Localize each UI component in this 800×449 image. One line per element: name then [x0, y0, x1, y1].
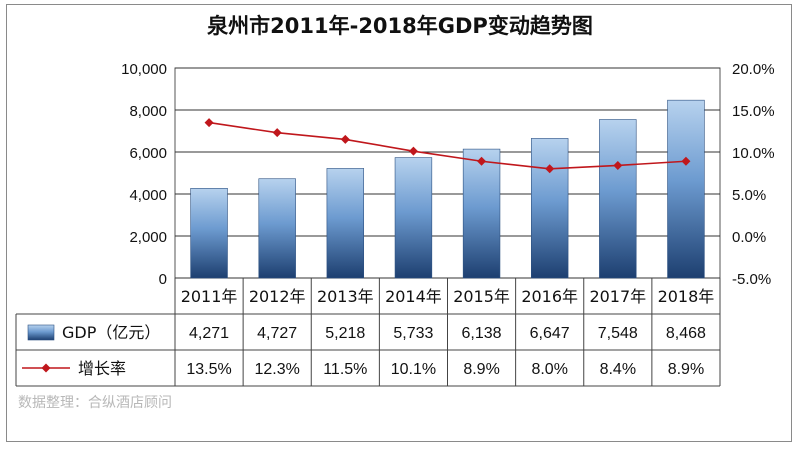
legend-line-marker — [41, 363, 51, 373]
growth-point — [408, 146, 418, 156]
data-label-gdp: 5,218 — [325, 325, 365, 342]
y-left-tick-label: 8,000 — [129, 103, 167, 120]
y-left-tick-label: 4,000 — [129, 187, 167, 204]
data-label-growth: 8.0% — [531, 361, 567, 378]
bar — [394, 157, 433, 279]
data-label-gdp: 6,647 — [530, 325, 570, 342]
y-right-tick-label: 0.0% — [732, 229, 766, 246]
growth-point — [613, 160, 623, 170]
chart-title: 泉州市2011年-2018年GDP变动趋势图 — [207, 14, 593, 38]
data-label-gdp: 6,138 — [462, 325, 502, 342]
data-label-growth: 12.3% — [255, 361, 300, 378]
growth-point — [204, 118, 214, 128]
data-label-growth: 10.1% — [391, 361, 436, 378]
y-right-tick-label: 15.0% — [732, 103, 775, 120]
x-tick-label: 2013年 — [317, 287, 374, 306]
x-tick-label: 2018年 — [658, 287, 715, 306]
y-right-tick-label: -5.0% — [732, 271, 771, 288]
bar — [599, 119, 637, 279]
bar — [530, 138, 569, 279]
growth-point — [340, 134, 350, 144]
y-right-tick-label: 20.0% — [732, 61, 775, 78]
data-label-growth: 8.9% — [463, 361, 499, 378]
growth-point — [477, 156, 487, 166]
data-label-growth: 8.9% — [668, 361, 704, 378]
y-left-tick-label: 2,000 — [129, 229, 167, 246]
legend-label-growth: 增长率 — [78, 359, 126, 378]
watermark: 数据整理：合纵酒店顾问 — [18, 395, 172, 411]
bar — [462, 148, 501, 279]
data-label-gdp: 4,271 — [189, 325, 229, 342]
growth-point — [545, 164, 555, 174]
bar — [258, 178, 296, 279]
data-label-growth: 8.4% — [600, 361, 636, 378]
data-label-gdp: 4,727 — [257, 325, 297, 342]
plot-area — [174, 67, 721, 279]
growth-point — [272, 128, 282, 138]
x-tick-label: 2016年 — [521, 287, 578, 306]
y-right-tick-label: 5.0% — [732, 187, 766, 204]
y-right-tick-label: 10.0% — [732, 145, 775, 162]
data-label-gdp: 5,733 — [393, 325, 433, 342]
x-tick-label: 2012年 — [249, 287, 306, 306]
y-left-tick-label: 0 — [159, 271, 167, 288]
y-left-tick-label: 10,000 — [121, 61, 167, 78]
legend-bar-swatch — [27, 324, 55, 341]
x-tick-label: 2015年 — [453, 287, 510, 306]
legend-label-gdp: GDP（亿元） — [62, 323, 160, 342]
data-label-gdp: 7,548 — [598, 325, 638, 342]
x-tick-label: 2011年 — [181, 287, 238, 306]
x-tick-label: 2014年 — [385, 287, 442, 306]
data-label-growth: 11.5% — [323, 361, 367, 378]
bar — [190, 188, 228, 279]
data-label-gdp: 8,468 — [666, 325, 706, 342]
data-label-growth: 13.5% — [186, 361, 231, 378]
bar — [326, 168, 365, 279]
bar — [667, 99, 705, 279]
growth-point — [681, 156, 691, 166]
growth-line — [208, 121, 686, 170]
y-left-tick-label: 6,000 — [129, 145, 167, 162]
x-tick-label: 2017年 — [589, 287, 646, 306]
